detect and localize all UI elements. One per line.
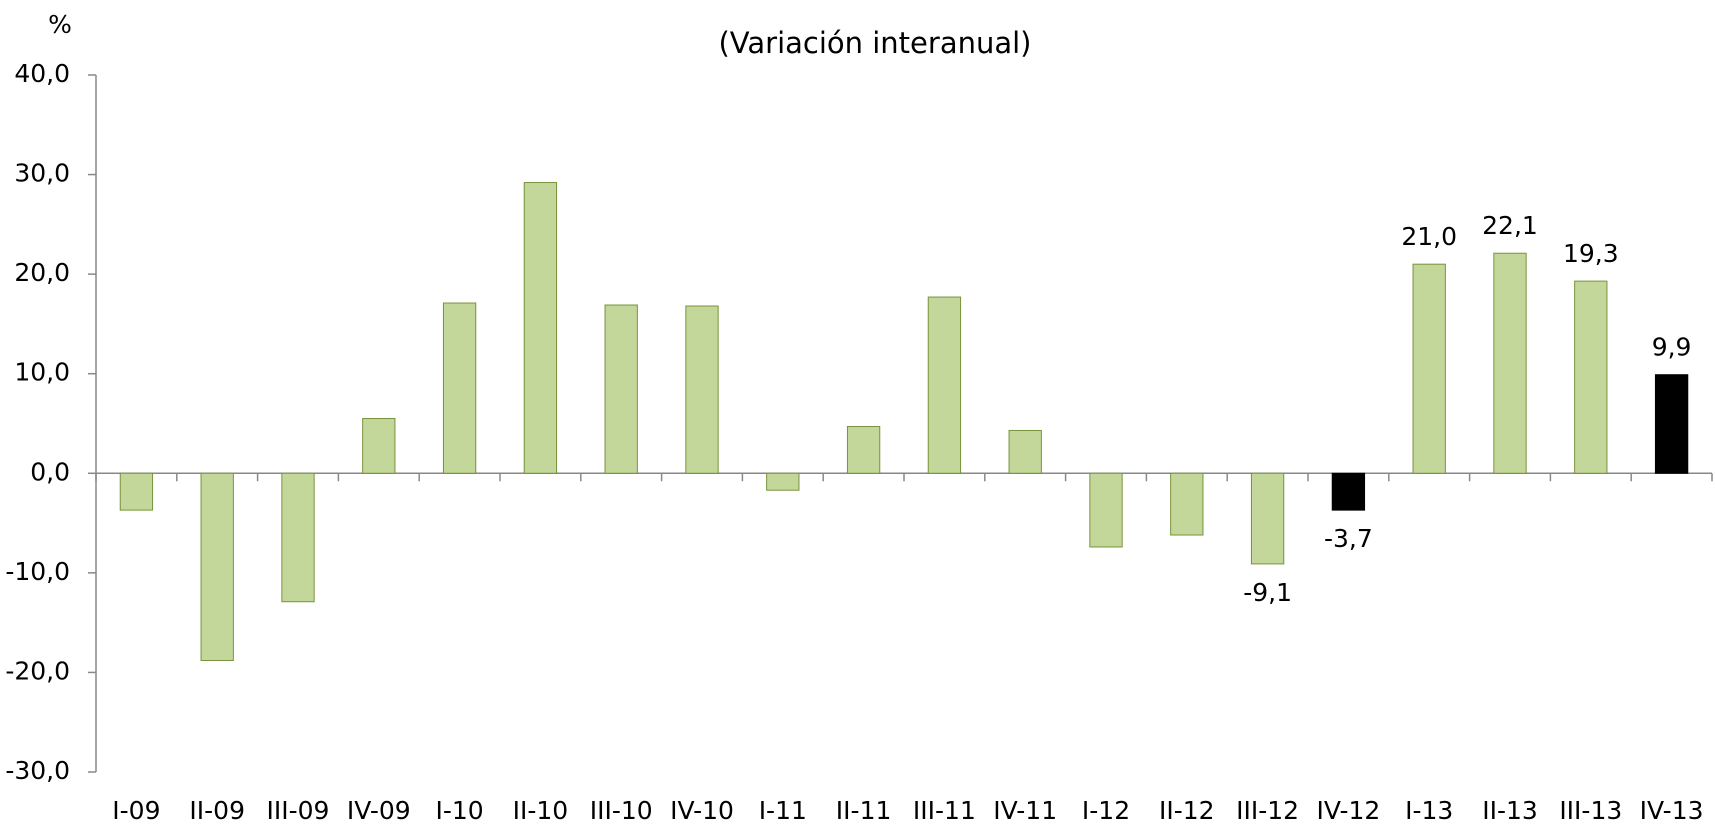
- y-tick-label: 10,0: [14, 358, 70, 387]
- bar: [119, 472, 154, 511]
- bar: [1008, 429, 1042, 474]
- x-tick-label: III-09: [267, 796, 330, 825]
- x-tick-label: II-09: [189, 796, 245, 825]
- x-tick-label: III-10: [590, 796, 653, 825]
- bar: [1250, 472, 1285, 565]
- y-tick-label: 30,0: [14, 159, 70, 188]
- x-tick-label: I-09: [112, 796, 160, 825]
- x-tick-label: II-10: [513, 796, 569, 825]
- bar: [362, 418, 396, 474]
- bar: [442, 302, 477, 474]
- x-tick-label: II-12: [1159, 796, 1215, 825]
- bar: [1574, 280, 1608, 474]
- bar: [685, 305, 719, 474]
- y-tick-label: 20,0: [14, 258, 70, 287]
- bar: [1089, 472, 1123, 548]
- bar: [766, 472, 800, 491]
- y-tick-label: -30,0: [5, 756, 70, 785]
- bar: [1412, 263, 1446, 474]
- data-label: 9,9: [1652, 333, 1692, 362]
- x-tick-label: IV-10: [670, 796, 734, 825]
- data-label: -9,1: [1243, 578, 1292, 607]
- bar: [523, 182, 558, 474]
- x-tick-label: III-13: [1559, 796, 1622, 825]
- data-label: -3,7: [1324, 524, 1373, 553]
- x-tick-label: II-13: [1482, 796, 1538, 825]
- y-tick-label: -10,0: [5, 557, 70, 586]
- bar: [1654, 374, 1689, 474]
- x-tick-label: I-11: [759, 796, 807, 825]
- chart-title: (Variación interanual): [718, 26, 1031, 60]
- x-tick-label: I-10: [435, 796, 483, 825]
- data-label: 21,0: [1401, 222, 1457, 251]
- x-tick-label: IV-12: [1316, 796, 1380, 825]
- x-tick-label: II-11: [836, 796, 892, 825]
- data-label: 22,1: [1482, 211, 1538, 240]
- y-tick-label: -20,0: [5, 656, 70, 685]
- bar: [604, 304, 638, 474]
- data-label: 19,3: [1563, 239, 1619, 268]
- bar: [200, 472, 234, 661]
- y-tick-label: 40,0: [14, 59, 70, 88]
- y-tick-label: 0,0: [30, 457, 70, 486]
- bar: [1170, 472, 1204, 536]
- y-axis-label: %: [48, 10, 72, 39]
- x-tick-label: III-11: [913, 796, 976, 825]
- x-tick-label: III-12: [1236, 796, 1299, 825]
- x-tick-label: I-12: [1082, 796, 1130, 825]
- x-tick-label: IV-13: [1640, 796, 1704, 825]
- bar: [846, 425, 881, 474]
- bar: [1493, 252, 1527, 474]
- x-tick-label: IV-11: [993, 796, 1057, 825]
- bar: [927, 296, 962, 474]
- x-tick-label: I-13: [1405, 796, 1453, 825]
- x-tick-label: IV-09: [347, 796, 411, 825]
- bar: [1331, 472, 1366, 511]
- bar: [281, 472, 315, 603]
